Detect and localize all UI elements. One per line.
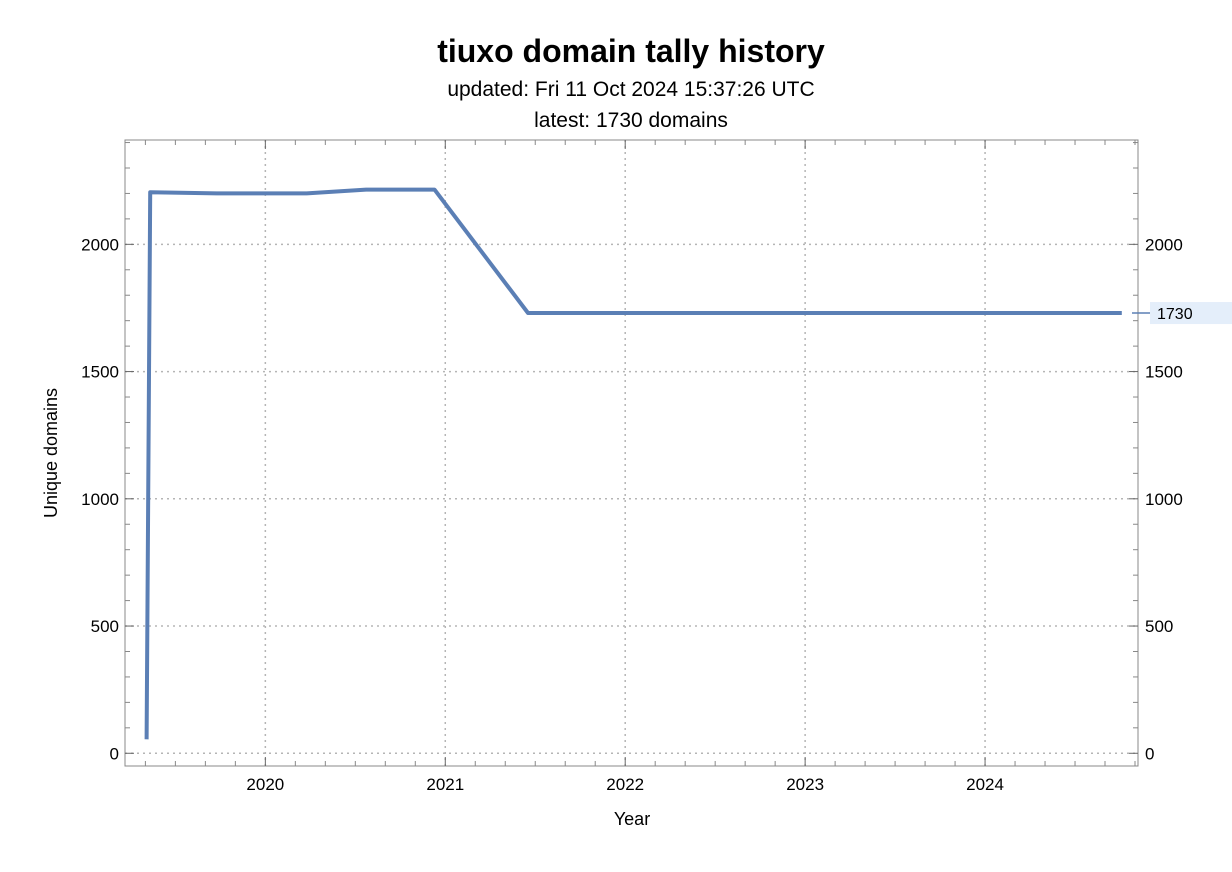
x-tick-label: 2024 bbox=[966, 775, 1004, 794]
x-tick-label: 2020 bbox=[246, 775, 284, 794]
x-tick-label: 2022 bbox=[606, 775, 644, 794]
x-tick-labels: 2020 2021 2022 2023 2024 bbox=[246, 775, 1004, 794]
chart-title: tiuxo domain tally history bbox=[437, 33, 825, 69]
latest-value-callout: 1730 bbox=[1132, 302, 1232, 325]
y-tick-label-right: 1000 bbox=[1145, 490, 1183, 509]
callout-box bbox=[1150, 302, 1232, 325]
minor-ticks bbox=[125, 140, 1138, 766]
y-tick-label-left: 500 bbox=[91, 617, 119, 636]
plot-frame bbox=[124, 139, 1139, 767]
x-tick-label: 2023 bbox=[786, 775, 824, 794]
major-ticks bbox=[125, 140, 1138, 766]
y-axis-label: Unique domains bbox=[41, 388, 61, 518]
y-tick-label-left: 1000 bbox=[81, 490, 119, 509]
y-tick-labels-right: 0 500 1000 1500 2000 bbox=[1145, 235, 1183, 763]
x-tick-label: 2021 bbox=[426, 775, 464, 794]
y-tick-label-left: 2000 bbox=[81, 235, 119, 254]
grid-lines bbox=[125, 140, 1138, 766]
y-tick-label-right: 2000 bbox=[1145, 235, 1183, 254]
y-tick-label-right: 0 bbox=[1145, 744, 1154, 763]
series-line bbox=[144, 187, 1122, 740]
y-tick-label-right: 1500 bbox=[1145, 363, 1183, 382]
y-tick-label-left: 1500 bbox=[81, 363, 119, 382]
chart-subtitle-updated: updated: Fri 11 Oct 2024 15:37:26 UTC bbox=[447, 78, 814, 101]
y-tick-label-right: 500 bbox=[1145, 617, 1173, 636]
chart-subtitle-latest: latest: 1730 domains bbox=[534, 109, 728, 132]
x-axis-label: Year bbox=[614, 809, 650, 829]
y-tick-labels-left: 0 500 1000 1500 2000 bbox=[81, 235, 119, 763]
series-layer bbox=[144, 187, 1122, 740]
y-tick-label-left: 0 bbox=[110, 744, 119, 763]
callout-label: 1730 bbox=[1157, 306, 1193, 323]
